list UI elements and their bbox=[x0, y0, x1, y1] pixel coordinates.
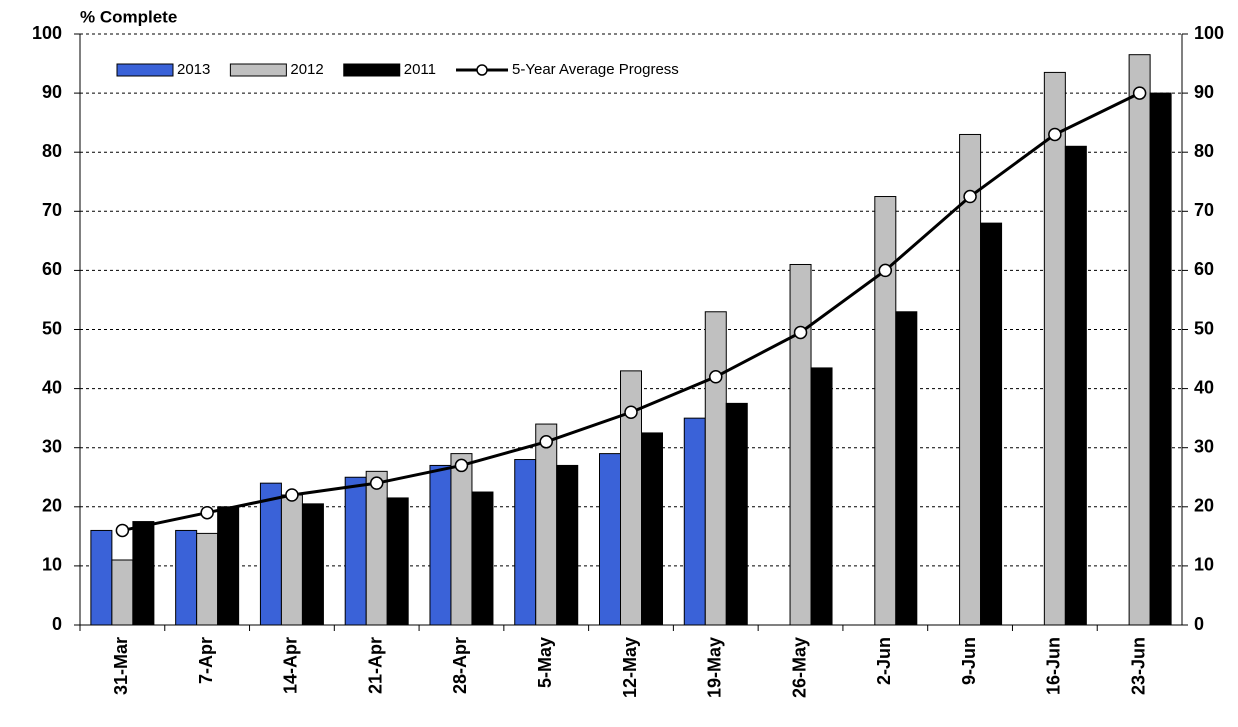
line-marker bbox=[963, 189, 977, 204]
x-tick-label: 21-Apr bbox=[365, 637, 385, 694]
bar bbox=[1149, 92, 1172, 626]
bar bbox=[556, 464, 579, 626]
bar bbox=[471, 491, 494, 626]
legend-swatch bbox=[229, 63, 287, 77]
bar bbox=[280, 494, 303, 626]
y-tick-label: 90 bbox=[42, 82, 62, 102]
bar bbox=[1043, 71, 1066, 626]
line-marker bbox=[539, 435, 553, 449]
legend-swatch bbox=[343, 63, 401, 77]
bar bbox=[599, 453, 621, 626]
bar bbox=[111, 559, 134, 626]
bar bbox=[641, 432, 663, 626]
bar bbox=[344, 476, 367, 626]
axis-title: % Complete bbox=[80, 7, 177, 26]
bar bbox=[874, 196, 897, 626]
x-tick-label: 12-May bbox=[620, 637, 640, 698]
y2-tick-label: 60 bbox=[1194, 259, 1214, 279]
line-marker bbox=[454, 458, 469, 473]
legend-label: 5-Year Average Progress bbox=[512, 61, 679, 78]
y-tick-label: 40 bbox=[42, 377, 62, 397]
y2-tick-label: 100 bbox=[1194, 23, 1224, 43]
x-tick-label: 2-Jun bbox=[874, 637, 894, 685]
bar bbox=[196, 532, 219, 626]
x-tick-label: 7-Apr bbox=[196, 637, 216, 684]
line-marker bbox=[793, 325, 808, 340]
x-tick-label: 26-May bbox=[789, 637, 809, 698]
x-tick-label: 16-Jun bbox=[1044, 637, 1064, 695]
bar bbox=[514, 459, 537, 626]
y-tick-label: 100 bbox=[32, 23, 62, 43]
line-marker bbox=[115, 523, 130, 538]
bar bbox=[90, 529, 113, 626]
bar bbox=[429, 464, 452, 626]
line-marker bbox=[1048, 127, 1062, 142]
x-tick-label: 19-May bbox=[705, 637, 725, 698]
y2-tick-label: 80 bbox=[1194, 141, 1214, 161]
y2-tick-label: 50 bbox=[1194, 318, 1214, 338]
line-marker bbox=[624, 405, 638, 419]
bar bbox=[386, 497, 409, 626]
line-marker bbox=[1132, 86, 1147, 100]
bar bbox=[959, 133, 982, 626]
y-tick-label: 0 bbox=[52, 614, 62, 634]
bar bbox=[1128, 54, 1151, 626]
y-tick-label: 80 bbox=[42, 141, 62, 161]
y-tick-label: 70 bbox=[42, 200, 62, 220]
y2-tick-label: 40 bbox=[1194, 377, 1214, 397]
line-marker bbox=[200, 505, 214, 520]
bar bbox=[810, 367, 833, 626]
bar bbox=[789, 263, 812, 626]
x-tick-label: 14-Apr bbox=[281, 637, 301, 694]
x-tick-label: 5-May bbox=[535, 637, 555, 688]
bar bbox=[217, 506, 240, 626]
x-tick-label: 31-Mar bbox=[111, 637, 131, 695]
bar bbox=[725, 402, 748, 626]
y2-tick-label: 70 bbox=[1194, 200, 1214, 220]
y2-tick-label: 20 bbox=[1194, 496, 1214, 516]
line-marker bbox=[709, 370, 723, 384]
legend-marker bbox=[476, 64, 488, 76]
legend-label: 2012 bbox=[290, 61, 323, 78]
bar bbox=[704, 311, 727, 626]
bar bbox=[365, 470, 388, 626]
bar bbox=[895, 311, 918, 626]
line-marker bbox=[285, 488, 299, 502]
y-tick-label: 60 bbox=[42, 259, 62, 279]
y2-tick-label: 10 bbox=[1194, 555, 1214, 575]
line-marker bbox=[878, 263, 893, 278]
y2-tick-label: 30 bbox=[1194, 436, 1214, 456]
x-tick-label: 9-Jun bbox=[959, 637, 979, 685]
y-tick-label: 10 bbox=[42, 555, 62, 575]
y-tick-label: 20 bbox=[42, 496, 62, 516]
x-tick-label: 28-Apr bbox=[450, 637, 470, 694]
y-tick-label: 50 bbox=[42, 318, 62, 338]
legend-label: 2013 bbox=[177, 61, 210, 78]
x-tick-label: 23-Jun bbox=[1128, 637, 1148, 695]
legend-label: 2011 bbox=[404, 61, 436, 78]
y2-tick-label: 0 bbox=[1194, 614, 1204, 634]
bar bbox=[301, 503, 324, 626]
line-marker bbox=[369, 476, 384, 490]
y2-tick-label: 90 bbox=[1194, 82, 1214, 102]
bar bbox=[132, 521, 155, 626]
legend-swatch bbox=[116, 63, 174, 77]
bar bbox=[450, 453, 473, 626]
bar bbox=[980, 222, 1003, 626]
bar bbox=[175, 529, 198, 626]
bar bbox=[683, 417, 706, 626]
bar bbox=[1064, 145, 1087, 626]
bar bbox=[259, 482, 282, 626]
y-tick-label: 30 bbox=[42, 436, 62, 456]
bar bbox=[535, 423, 558, 626]
